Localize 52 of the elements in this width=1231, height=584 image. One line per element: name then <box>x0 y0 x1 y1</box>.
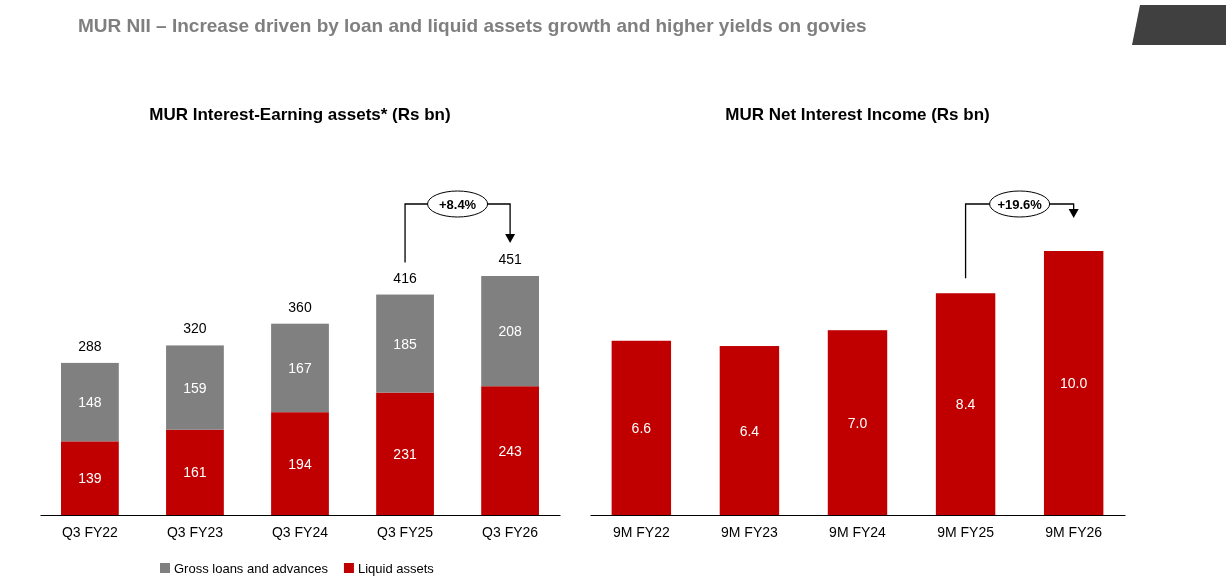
bar <box>719 346 780 515</box>
bar <box>481 276 539 387</box>
bar <box>1043 251 1104 515</box>
data-label: 6.4 <box>739 422 760 439</box>
bar <box>935 293 996 515</box>
bar <box>481 386 539 515</box>
data-label: 8.4 <box>955 396 976 413</box>
text: +8.4% <box>438 197 477 212</box>
total-label: 288 <box>78 337 102 354</box>
bar <box>61 362 119 442</box>
bar <box>271 323 329 413</box>
x-tick-label: Q3 FY24 <box>271 523 329 540</box>
x-tick-label: 9M FY26 <box>1045 523 1103 540</box>
bar <box>611 340 672 515</box>
bar <box>166 345 224 430</box>
text: MUR NII – Increase driven by loan and liquid assets growth and higher yields on govies <box>78 15 867 36</box>
bar <box>271 412 329 515</box>
text: +19.6% <box>997 197 1043 212</box>
x-tick-label: Q3 FY22 <box>61 523 119 540</box>
data-label: 159 <box>183 379 207 396</box>
bar <box>61 441 119 515</box>
chart-title: MUR Net Interest Income (Rs bn) <box>725 105 990 124</box>
data-label: 7.0 <box>847 414 868 431</box>
data-label: 231 <box>393 445 417 462</box>
legend-label: Gross loans and advances <box>174 561 329 576</box>
data-label: 10.0 <box>1060 375 1088 391</box>
x-tick-label: 9M FY25 <box>937 523 995 540</box>
data-label: 208 <box>498 323 522 340</box>
total-label: 416 <box>393 269 417 286</box>
data-label: 148 <box>78 394 102 411</box>
data-label: 139 <box>78 470 102 487</box>
bar <box>376 294 434 393</box>
total-label: 451 <box>498 251 522 267</box>
chart-title: MUR Interest-Earning assets* (Rs bn) <box>149 105 451 124</box>
data-label: 6.6 <box>631 419 652 436</box>
x-tick-label: 9M FY23 <box>721 523 779 540</box>
data-label: 167 <box>288 359 312 376</box>
x-tick-label: Q3 FY23 <box>166 523 224 540</box>
x-tick-label: 9M FY24 <box>829 523 887 540</box>
data-label: 243 <box>498 442 522 459</box>
total-label: 360 <box>288 298 312 315</box>
bar <box>376 392 434 515</box>
data-label: 185 <box>393 335 417 352</box>
x-tick-label: 9M FY22 <box>612 523 670 540</box>
bar <box>827 330 888 515</box>
data-label: 161 <box>183 464 207 481</box>
legend-label: Liquid assets <box>357 561 435 576</box>
x-tick-label: Q3 FY25 <box>377 523 434 540</box>
total-label: 320 <box>183 320 207 337</box>
data-label: 194 <box>288 455 312 472</box>
bar <box>166 429 224 515</box>
x-tick-label: Q3 FY26 <box>482 523 539 540</box>
